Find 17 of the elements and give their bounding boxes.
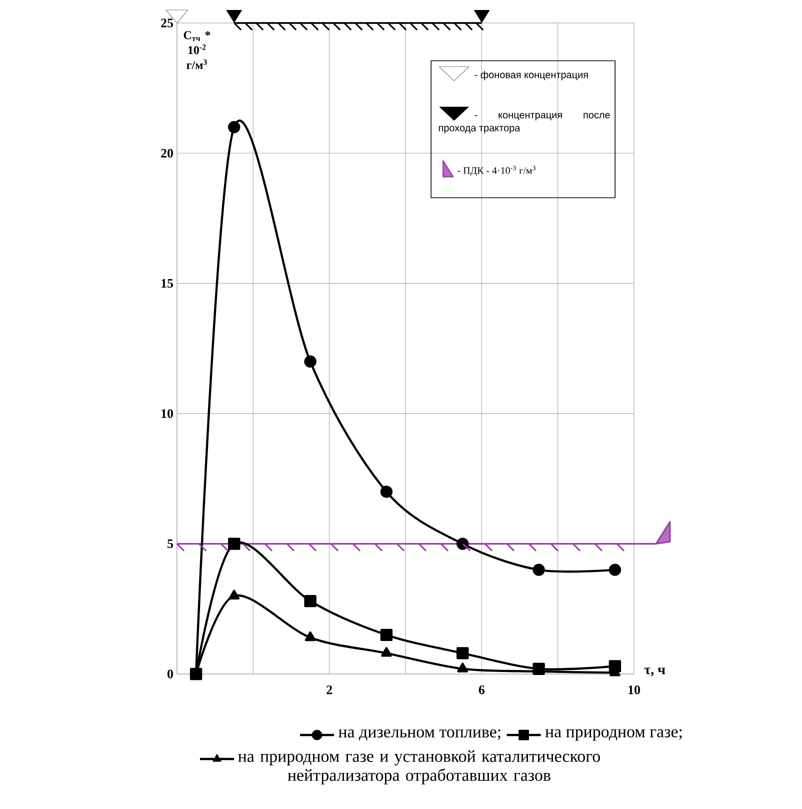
annotation: - концентрация после прохода трактора [438,112,610,134]
legend-label: на природном газе; [545,729,682,741]
legend-label: на дизельном топливе; [338,729,500,741]
y-tick-label: 25 [161,18,174,28]
legend-label: - ПДК - 4·10$^{-3}$ г/м$^{3}$ [458,166,536,176]
y-tick-label: 15 [162,279,174,288]
x-axis-title: τ, ч [644,668,666,676]
legend-label: на природном газе и установкой каталитического нейтрализатора отработавших газов [238,750,600,784]
y-tick-label: 10 [162,409,173,418]
x-tick-label: 10 [628,685,640,694]
annotation: - фоновая концентрация [474,70,588,80]
x-tick-label: 2 [326,685,332,694]
x-tick-label: 6 [478,685,485,694]
y-tick-label: 20 [161,148,173,158]
y-tick-label: 0 [168,670,173,678]
text: C$_{тч}$ * 10$^{-2}$ г/м$^{3}$ [184,31,210,70]
y-tick-label: 5 [168,539,174,548]
